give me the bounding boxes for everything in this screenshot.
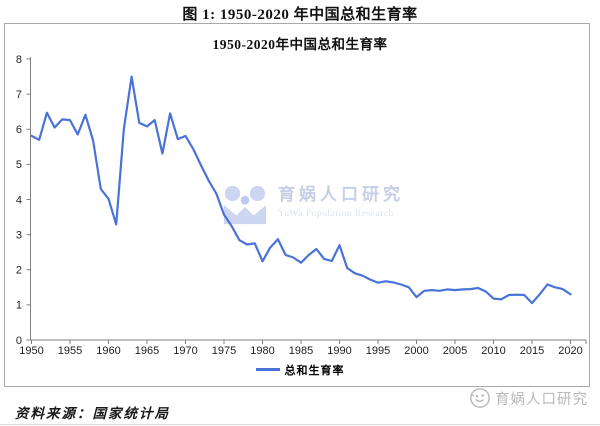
y-tick-label: 2 [16, 265, 22, 277]
x-tick-label: 2005 [443, 345, 467, 357]
legend-series-label: 总和生育率 [284, 364, 345, 377]
y-tick-label: 5 [16, 159, 22, 171]
y-tick-label: 7 [16, 89, 22, 101]
x-tick-label: 2000 [404, 345, 428, 357]
fertility-rate-line [30, 75, 572, 305]
x-tick-label: 2020 [558, 345, 582, 357]
chart-title: 1950-2020年中国总和生育率 [212, 37, 388, 52]
x-tick-label: 1965 [135, 345, 159, 357]
x-tick-label: 1970 [173, 345, 197, 357]
figure-title: 图 1: 1950-2020 年中国总和生育率 [182, 7, 418, 23]
x-tick-label: 1950 [19, 345, 43, 357]
x-tick-label: 1985 [289, 345, 313, 357]
y-tick-label: 0 [16, 335, 22, 347]
x-tick-label: 1990 [327, 345, 351, 357]
y-tick-label: 8 [16, 54, 22, 66]
chart-frame [4, 23, 590, 387]
footer-watermark-label: 育娲人口研究 [495, 391, 588, 408]
y-tick-label: 6 [16, 124, 22, 136]
x-tick-label: 1975 [212, 345, 236, 357]
x-tick-label: 2010 [481, 345, 505, 357]
x-tick-label: 2015 [520, 345, 544, 357]
chart-legend: 总和生育率 [0, 362, 600, 377]
bottom-divider [0, 424, 600, 425]
y-tick-label: 3 [16, 229, 22, 241]
x-tick-label: 1980 [250, 345, 274, 357]
x-tick-label: 1960 [96, 345, 120, 357]
yuwa-badge-icon [470, 388, 490, 408]
y-tick-label: 4 [16, 194, 22, 206]
x-tick-label: 1955 [58, 345, 82, 357]
source-note: 资料来源：国家统计局 [15, 406, 170, 421]
footer-watermark: 育娲人口研究 [469, 387, 588, 409]
x-tick-label: 1995 [366, 345, 390, 357]
legend-line-swatch [255, 368, 280, 371]
y-tick-label: 1 [16, 300, 22, 312]
